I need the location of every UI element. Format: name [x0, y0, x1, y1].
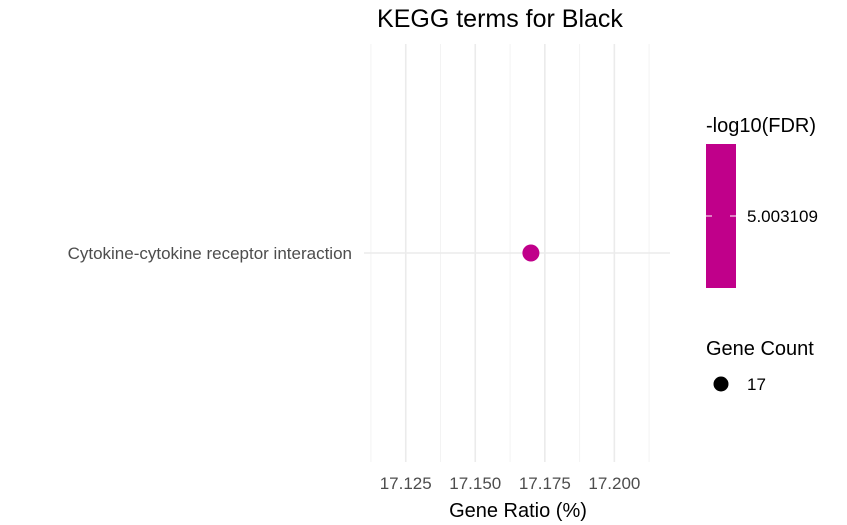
x-tick-label: 17.150: [449, 474, 501, 493]
y-tick-labels: Cytokine-cytokine receptor interaction: [68, 244, 352, 263]
size-legend-label: 17: [747, 375, 766, 394]
x-tick-label: 17.200: [588, 474, 640, 493]
data-point: [522, 244, 540, 262]
color-legend-title: -log10(FDR): [706, 115, 816, 137]
x-tick-label: 17.125: [380, 474, 432, 493]
x-axis-title: Gene Ratio (%): [449, 500, 587, 522]
points-layer: [522, 244, 540, 262]
size-legend-title: Gene Count: [706, 338, 814, 360]
grid-layer: [364, 44, 670, 462]
x-tick-labels: 17.125 17.150 17.175 17.200: [380, 474, 641, 493]
x-tick-label: 17.175: [519, 474, 571, 493]
chart-title: KEGG terms for Black: [377, 5, 623, 33]
color-legend: -log10(FDR) 5.003109: [706, 115, 818, 288]
size-legend: Gene Count 17: [706, 338, 814, 394]
color-legend-label: 5.003109: [747, 207, 818, 226]
y-tick-label: Cytokine-cytokine receptor interaction: [68, 244, 352, 263]
size-legend-dot: [713, 376, 729, 392]
